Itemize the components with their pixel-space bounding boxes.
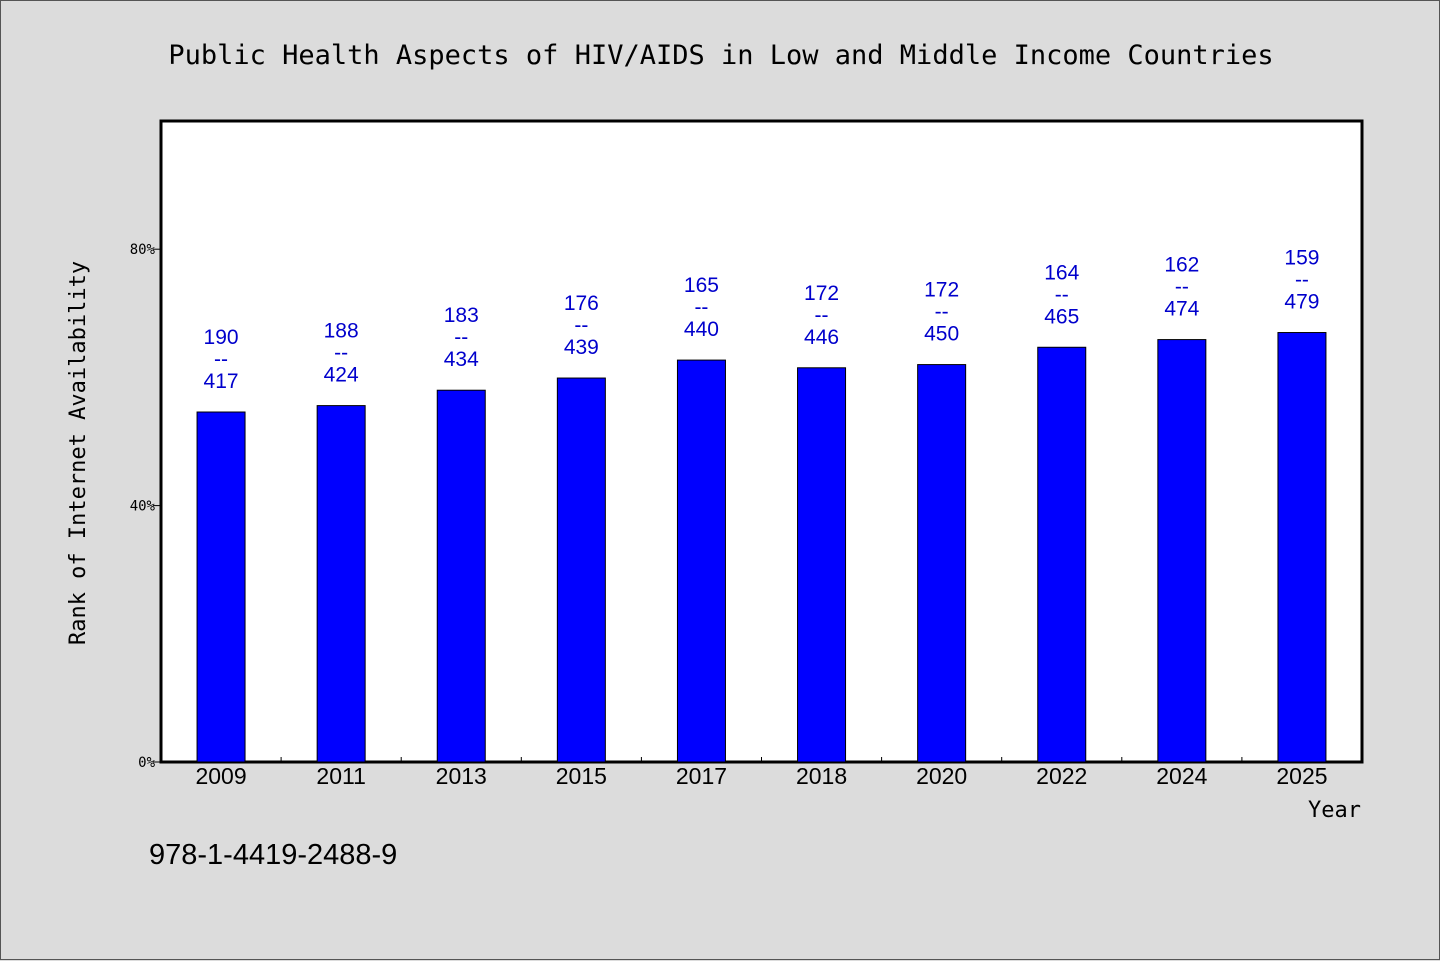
y-axis: 0% 40% 80% [130, 242, 161, 771]
data-label-2024-top: 162 [1164, 254, 1199, 277]
data-label-2013-top: 183 [444, 304, 479, 327]
data-label-2011-top: 188 [324, 320, 359, 343]
y-tick-label: 0% [138, 755, 155, 771]
isbn-footnote: 978-1-4419-2488-9 [149, 839, 397, 871]
data-label-2022-top: 164 [1044, 261, 1079, 284]
bar-2024 [1157, 339, 1207, 763]
x-axis-title: Year [1308, 798, 1361, 823]
data-label-2018-bottom: 446 [804, 326, 839, 349]
data-label-2022-bottom: 465 [1044, 305, 1079, 328]
data-label-2013-bottom: 434 [444, 348, 479, 371]
x-tick-label-2025: 2025 [1276, 763, 1327, 789]
data-label-2009-top: 190 [204, 326, 239, 349]
chart-title: Public Health Aspects of HIV/AIDS in Low… [168, 40, 1273, 71]
data-label-2011-separator: -- [334, 342, 348, 365]
x-tick-label-2015: 2015 [556, 763, 607, 789]
data-label-2020-top: 172 [924, 279, 959, 302]
data-label-2009-separator: -- [214, 348, 228, 371]
data-label-2022-separator: -- [1055, 283, 1069, 306]
data-label-2020-bottom: 450 [924, 323, 959, 346]
bar-2022 [1037, 346, 1087, 763]
y-axis-title: Rank of Internet Availability [66, 261, 91, 645]
bar-2025 [1277, 332, 1327, 763]
x-tick-label-2013: 2013 [436, 763, 487, 789]
bar-2013 [436, 389, 486, 763]
bar-2017 [676, 359, 726, 763]
data-label-2025-separator: -- [1295, 269, 1309, 292]
data-label-2017-top: 165 [684, 274, 719, 297]
y-tick-label: 80% [130, 242, 156, 258]
bar-2011 [316, 405, 366, 763]
bar-2009 [196, 411, 246, 763]
data-label-2018-separator: -- [815, 304, 829, 327]
x-tick-label-2020: 2020 [916, 763, 967, 789]
x-tick-label-2011: 2011 [316, 763, 365, 789]
data-label-2011-bottom: 424 [324, 364, 359, 387]
data-label-2024-separator: -- [1175, 276, 1189, 299]
data-label-2017-bottom: 440 [684, 318, 719, 341]
data-label-2020-separator: -- [935, 301, 949, 324]
data-label-2015-top: 176 [564, 292, 599, 315]
data-label-2015-separator: -- [574, 314, 588, 337]
data-label-2025-top: 159 [1284, 247, 1319, 270]
x-tick-label-2017: 2017 [676, 763, 727, 789]
x-tick-label-2018: 2018 [796, 763, 847, 789]
bars-layer [196, 332, 1327, 763]
bar-2018 [797, 367, 847, 763]
bar-2020 [917, 364, 967, 763]
y-tick-label: 40% [130, 499, 156, 515]
data-label-2015-bottom: 439 [564, 336, 599, 359]
x-tick-label-2024: 2024 [1156, 763, 1207, 789]
bar-2015 [556, 377, 606, 763]
data-label-2009-bottom: 417 [204, 370, 239, 393]
data-label-2024-bottom: 474 [1164, 298, 1199, 321]
x-tick-label-2009: 2009 [195, 763, 246, 789]
data-label-2013-separator: -- [454, 326, 468, 349]
data-label-2025-bottom: 479 [1284, 291, 1319, 314]
data-label-2017-separator: -- [694, 296, 708, 319]
x-axis: 2009 2011 2013 2015 2017 2018 2020 2022 2024 2025 [195, 757, 1328, 789]
data-label-2018-top: 172 [804, 282, 839, 305]
data-labels-layer: 190--417188--424183--434176--439165--440… [204, 247, 1320, 393]
x-tick-label-2022: 2022 [1036, 763, 1087, 789]
